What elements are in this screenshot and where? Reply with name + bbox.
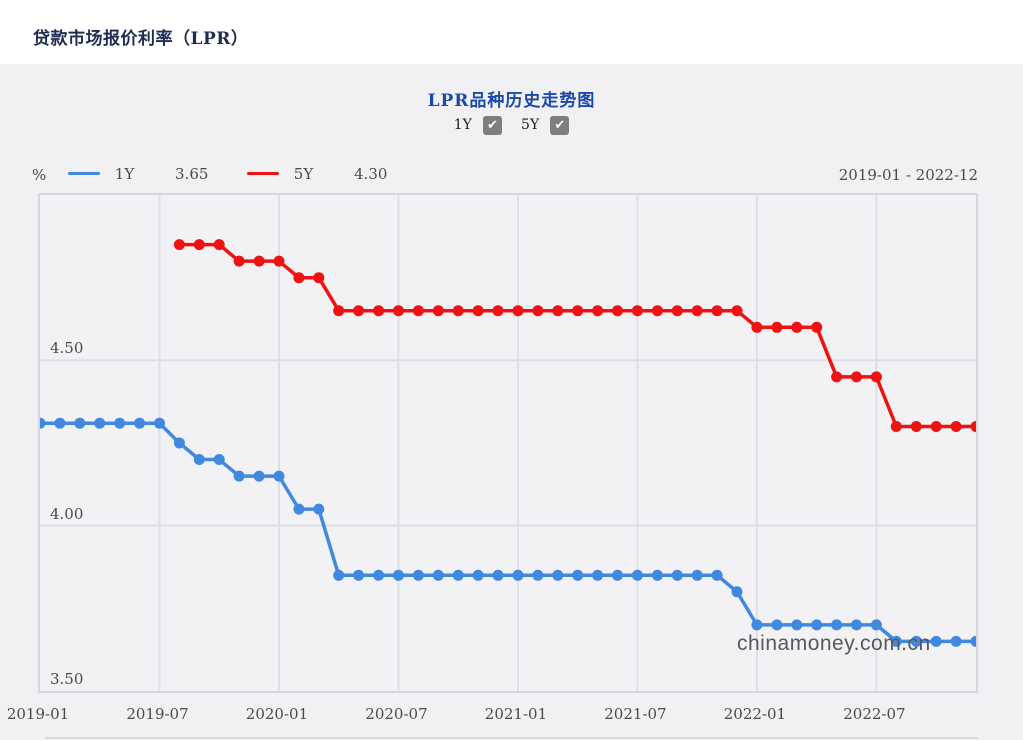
legend-row: % 1Y 3.65 5Y 4.30 2019-01 - 2022-12 — [0, 165, 1023, 187]
toggle-1y: 1Y ✔ — [454, 115, 502, 135]
x-axis-labels: 2019-01 2019-07 2020-01 2020-07 2021-01 2021-… — [7, 705, 978, 725]
x-tick-label: 2020-07 — [365, 705, 428, 723]
x-tick-label: 2019-07 — [126, 705, 189, 723]
watermark: chinamoney.com.cn — [737, 632, 931, 655]
y-tick-label: 3.50 — [50, 670, 84, 688]
toggle-1y-label: 1Y — [453, 117, 472, 133]
date-range-label: 2019-01 - 2022-12 — [838, 166, 978, 184]
legend-line-1y-icon — [68, 171, 100, 175]
x-tick-label: 2020-01 — [245, 705, 309, 723]
plot-area: 4.50 4.00 3.50 — [38, 193, 978, 693]
legend-value-5y: 4.30 — [354, 165, 388, 183]
toggle-5y-label: 5Y — [521, 117, 540, 133]
chart-panel: LPR品种历史走势图 1Y ✔ 5Y ✔ % 1Y 3.65 5Y 4.30 2… — [0, 64, 1023, 740]
x-tick-label: 2019-01 — [6, 705, 70, 723]
legend-line-5y-icon — [247, 171, 279, 175]
legend-name-5y: 5Y — [293, 165, 314, 183]
y-tick-label: 4.50 — [50, 339, 84, 358]
chart-title: LPR品种历史走势图 — [427, 91, 596, 111]
y-axis-unit: % — [32, 166, 47, 184]
series-toggle-row: 1Y ✔ 5Y ✔ — [0, 114, 1023, 138]
lpr-line-chart — [40, 195, 976, 691]
y-tick-label: 4.00 — [50, 504, 84, 523]
page-title: 贷款市场报价利率（LPR） — [33, 29, 249, 49]
legend-item-1y: 1Y 3.65 — [68, 165, 208, 183]
x-tick-label: 2022-07 — [843, 705, 906, 723]
legend-value-1y: 3.65 — [175, 165, 209, 183]
legend-name-1y: 1Y — [114, 165, 135, 183]
x-tick-label: 2021-07 — [604, 705, 667, 723]
x-tick-label: 2022-01 — [723, 705, 787, 723]
toggle-5y-checkbox[interactable]: ✔ — [550, 115, 570, 135]
toggle-5y: 5Y ✔ — [521, 115, 570, 135]
page-header: 贷款市场报价利率（LPR） — [0, 0, 1023, 64]
legend-item-5y: 5Y 4.30 — [247, 165, 387, 183]
x-tick-label: 2021-01 — [484, 705, 548, 723]
toggle-1y-checkbox[interactable]: ✔ — [482, 115, 502, 135]
footer-divider — [45, 737, 978, 739]
